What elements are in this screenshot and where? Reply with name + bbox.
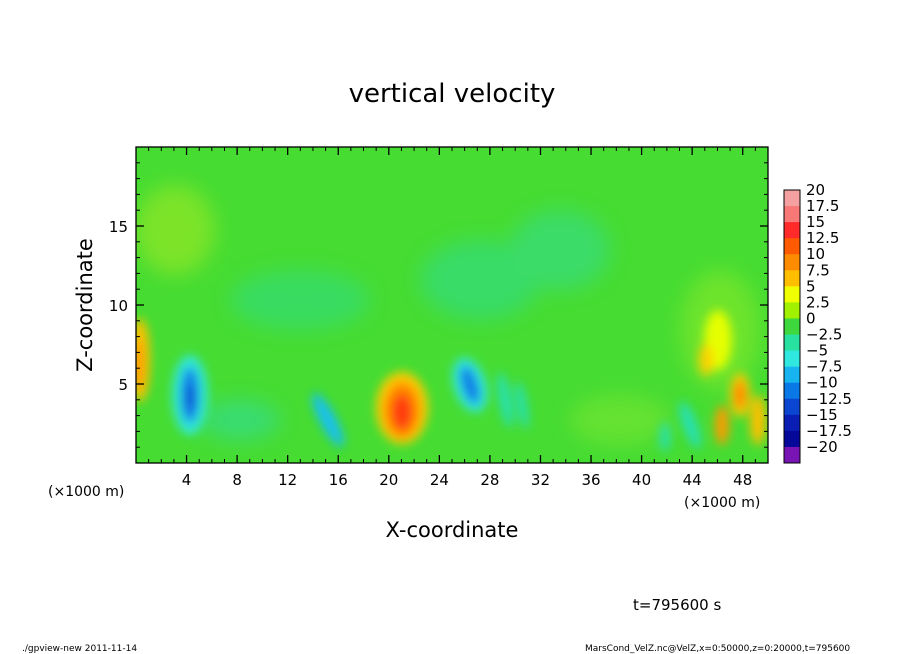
x-tick-label: 4 xyxy=(182,471,192,489)
x-tick-label: 36 xyxy=(581,471,600,489)
colorbar-swatch xyxy=(784,206,800,223)
colorbar-swatch xyxy=(784,222,800,239)
colorbar-label: 12.5 xyxy=(806,229,839,247)
x-tick-label: 28 xyxy=(480,471,499,489)
colorbar-swatch xyxy=(784,334,800,352)
colorbar-label: 2.5 xyxy=(806,293,830,311)
colorbar-swatch xyxy=(784,190,800,207)
x-tick-label: 32 xyxy=(531,471,550,489)
colorbar-label: 5 xyxy=(806,277,816,295)
chart-title: vertical velocity xyxy=(349,79,556,109)
colorbar-label: 17.5 xyxy=(806,197,839,215)
x-tick-label: 44 xyxy=(683,471,702,489)
colorbar-swatch xyxy=(784,254,800,271)
colorbar-swatch xyxy=(784,414,800,432)
y-tick-label: 10 xyxy=(109,297,128,315)
footer-right: MarsCond_VelZ.nc@VelZ,x=0:50000,z=0:2000… xyxy=(585,644,850,654)
colorbar-label: −10 xyxy=(806,374,838,392)
colorbar: 2017.51512.5107.552.50−2.5−5−7.5−10−12.5… xyxy=(783,181,852,464)
y-tick-label: 5 xyxy=(118,376,128,394)
colorbar-swatch xyxy=(784,270,800,287)
colorbar-label: −20 xyxy=(806,438,838,456)
footer-left: ./gpview-new 2011-11-14 xyxy=(22,644,137,654)
colorbar-label: −2.5 xyxy=(806,326,842,344)
colorbar-swatch xyxy=(784,286,800,303)
colorbar-swatch xyxy=(784,318,800,336)
colorbar-swatch xyxy=(784,398,800,416)
colorbar-swatch xyxy=(784,238,800,255)
colorbar-label: 7.5 xyxy=(806,261,830,279)
colorbar-label: 15 xyxy=(806,213,825,231)
colorbar-label: −15 xyxy=(806,406,838,424)
x-tick-label: 20 xyxy=(379,471,398,489)
x-unit-label-right: (×1000 m) xyxy=(684,495,760,511)
x-tick-label: 48 xyxy=(733,471,752,489)
x-tick-label: 16 xyxy=(329,471,348,489)
colorbar-swatch xyxy=(784,446,800,464)
colorbar-swatch xyxy=(784,350,800,368)
colorbar-frame xyxy=(783,189,801,464)
heatmap-field xyxy=(136,147,768,463)
x-tick-label: 12 xyxy=(278,471,297,489)
time-label: t=795600 s xyxy=(633,596,721,614)
x-tick-label: 24 xyxy=(430,471,449,489)
y-tick-label: 15 xyxy=(109,218,128,236)
y-axis-label: Z-coordinate xyxy=(73,238,97,372)
colorbar-swatch xyxy=(784,302,800,319)
colorbar-swatch xyxy=(784,430,800,448)
y-axis: 5 10 15 xyxy=(109,162,768,448)
colorbar-label: −17.5 xyxy=(806,422,852,440)
colorbar-label: 10 xyxy=(806,245,825,263)
x-axis: 4 8 12 16 20 24 28 32 36 40 44 48 xyxy=(148,147,756,489)
x-unit-label-left: (×1000 m) xyxy=(48,484,124,500)
x-tick-label: 40 xyxy=(632,471,651,489)
x-axis-label: X-coordinate xyxy=(386,518,519,542)
colorbar-swatch xyxy=(784,366,800,384)
colorbar-label: 0 xyxy=(806,309,816,327)
colorbar-label: −5 xyxy=(806,342,828,360)
colorbar-label: 20 xyxy=(806,181,825,199)
colorbar-swatch xyxy=(784,382,800,400)
colorbar-label: −12.5 xyxy=(806,390,852,408)
colorbar-label: −7.5 xyxy=(806,358,842,376)
x-tick-label: 8 xyxy=(232,471,242,489)
